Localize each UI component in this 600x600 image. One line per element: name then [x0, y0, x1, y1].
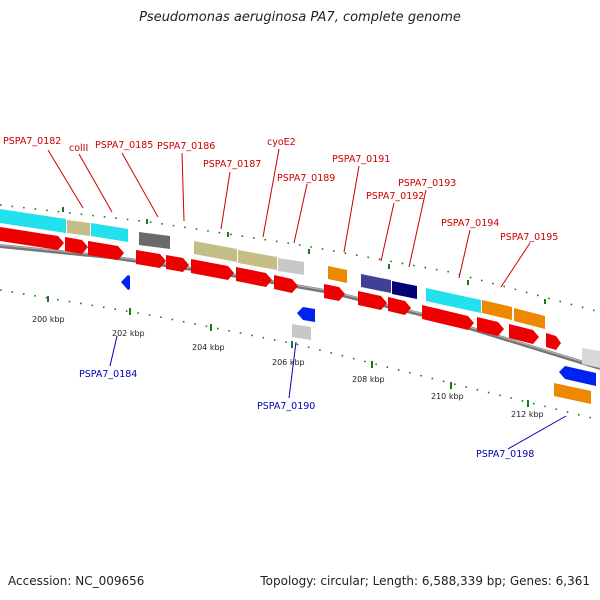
- gene-label[interactable]: PSPA7_0182: [3, 136, 61, 147]
- tick-label: 212 kbp: [511, 410, 544, 419]
- upper-ring-ticks: [62, 207, 546, 304]
- gene-label[interactable]: PSPA7_0193: [398, 178, 456, 189]
- tick-label: 210 kbp: [431, 392, 464, 401]
- feature-khaki[interactable]: [67, 220, 90, 236]
- accession-text: Accession: NC_009656: [8, 574, 145, 588]
- gene-label[interactable]: PSPA7_0189: [277, 173, 335, 184]
- gene-label[interactable]: PSPA7_0187: [203, 159, 261, 170]
- cds-arrow[interactable]: [136, 250, 166, 268]
- upper-dotted-ring: [0, 204, 600, 313]
- feature-track-cds: [0, 227, 561, 350]
- reverse-arrow[interactable]: [297, 307, 315, 322]
- feature-khaki[interactable]: [194, 241, 237, 262]
- tick-label: 202 kbp: [112, 329, 145, 338]
- feature-orange[interactable]: [514, 308, 545, 329]
- map-title: Pseudomonas aeruginosa PA7, complete gen…: [139, 10, 461, 25]
- feature-khaki[interactable]: [238, 250, 277, 270]
- feature-light-gray[interactable]: [292, 324, 311, 340]
- cds-arrow[interactable]: [88, 241, 124, 260]
- topology-text: Topology: circular; Length: 6,588,339 bp…: [260, 574, 590, 588]
- gene-label[interactable]: PSPA7_0192: [366, 191, 424, 202]
- feature-orange[interactable]: [482, 300, 512, 320]
- gene-label[interactable]: PSPA7_0194: [441, 218, 499, 229]
- feature-track-outer: [0, 209, 545, 329]
- feature-navy[interactable]: [392, 281, 417, 299]
- top-labels: PSPA7_0182 colII PSPA7_0185 PSPA7_0186 P…: [3, 136, 558, 243]
- gene-label[interactable]: PSPA7_0191: [332, 154, 390, 165]
- feature-orange[interactable]: [328, 266, 347, 283]
- cds-arrow[interactable]: [0, 227, 64, 250]
- tick-label: 206 kbp: [272, 358, 305, 367]
- cds-arrow[interactable]: [191, 259, 234, 280]
- feature-cyan[interactable]: [426, 288, 481, 313]
- gene-label[interactable]: PSPA7_0184: [79, 369, 137, 380]
- bottom-label-leaders: [109, 335, 567, 450]
- feature-light-gray[interactable]: [582, 348, 600, 368]
- reverse-arrow[interactable]: [559, 366, 596, 386]
- feature-light-gray[interactable]: [278, 258, 304, 275]
- feature-track-reverse: [121, 275, 600, 404]
- gene-label[interactable]: PSPA7_0186: [157, 141, 215, 152]
- feature-cyan[interactable]: [91, 223, 128, 242]
- gene-label[interactable]: PSPA7_0185: [95, 140, 153, 151]
- cds-arrow[interactable]: [546, 333, 561, 350]
- feature-slate[interactable]: [361, 274, 391, 293]
- tick-label: 200 kbp: [32, 315, 65, 324]
- cds-arrow[interactable]: [274, 275, 298, 293]
- cds-arrow[interactable]: [422, 305, 474, 330]
- tick-label: 204 kbp: [192, 343, 225, 352]
- lower-dotted-ring: [0, 289, 600, 421]
- cds-arrow[interactable]: [236, 267, 272, 287]
- gene-label[interactable]: PSPA7_0198: [476, 449, 534, 460]
- cds-arrow[interactable]: [166, 255, 189, 272]
- gene-label[interactable]: colII: [69, 143, 88, 154]
- gene-label[interactable]: PSPA7_0195: [500, 232, 558, 243]
- cds-arrow[interactable]: [388, 297, 411, 315]
- cds-arrow[interactable]: [324, 284, 345, 301]
- reverse-arrow[interactable]: [121, 275, 130, 290]
- top-label-leaders: [47, 148, 531, 288]
- feature-orange[interactable]: [554, 383, 591, 404]
- cds-arrow[interactable]: [477, 317, 504, 336]
- cds-arrow[interactable]: [65, 237, 88, 254]
- lower-ring-ticks: [47, 296, 529, 407]
- feature-dark-gray[interactable]: [139, 232, 170, 249]
- gene-label[interactable]: cyoE2: [267, 137, 296, 148]
- cds-arrow[interactable]: [509, 324, 539, 344]
- cds-arrow[interactable]: [358, 291, 387, 310]
- feature-cyan[interactable]: [0, 209, 66, 233]
- gene-label[interactable]: PSPA7_0190: [257, 401, 315, 412]
- tick-label: 208 kbp: [352, 375, 385, 384]
